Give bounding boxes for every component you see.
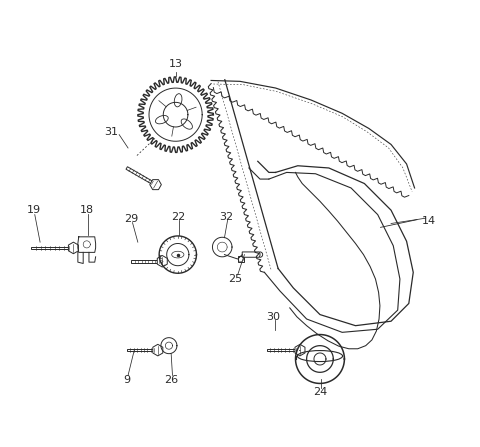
Polygon shape: [127, 349, 158, 351]
Polygon shape: [267, 349, 300, 351]
Polygon shape: [295, 344, 305, 356]
Text: 18: 18: [80, 205, 94, 215]
Text: 19: 19: [26, 205, 40, 215]
Text: 13: 13: [168, 59, 182, 68]
Text: 14: 14: [422, 216, 436, 226]
Polygon shape: [131, 260, 162, 262]
Text: 30: 30: [266, 312, 280, 322]
Text: 9: 9: [123, 375, 130, 385]
Polygon shape: [150, 180, 161, 190]
Text: 32: 32: [220, 212, 234, 222]
Polygon shape: [126, 167, 156, 186]
Polygon shape: [69, 242, 78, 254]
Text: 26: 26: [164, 375, 178, 385]
Text: 29: 29: [124, 214, 138, 224]
Text: 24: 24: [313, 387, 327, 397]
Polygon shape: [242, 252, 260, 257]
Text: 25: 25: [228, 274, 242, 284]
Text: 31: 31: [104, 127, 118, 137]
Polygon shape: [153, 344, 163, 356]
Polygon shape: [31, 247, 73, 249]
Text: 22: 22: [171, 212, 185, 222]
Polygon shape: [157, 256, 167, 267]
